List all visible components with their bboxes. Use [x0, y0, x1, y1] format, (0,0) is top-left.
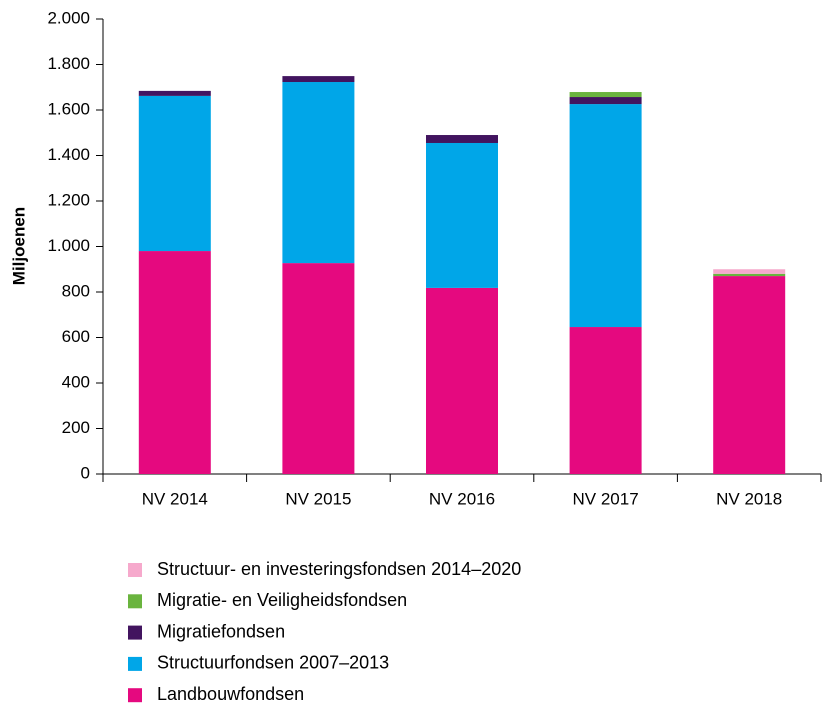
- bar-segment: [569, 92, 642, 98]
- bar-segment: [713, 276, 786, 474]
- bar-segment: [569, 104, 642, 328]
- legend-swatch: [128, 625, 142, 640]
- y-tick-label: 1.400: [47, 145, 90, 164]
- y-axis-title: Miljoenen: [9, 207, 28, 285]
- bar-segment: [569, 97, 642, 105]
- bar-segment: [426, 135, 498, 143]
- legend-label: Migratie- en Veiligheidsfondsen: [157, 590, 407, 610]
- legend-swatch: [128, 688, 142, 703]
- y-tick-label: 0: [81, 463, 90, 482]
- y-tick-label: 2.000: [47, 8, 90, 27]
- legend-swatch: [128, 594, 142, 609]
- bar-segment: [138, 90, 211, 96]
- bar-segment: [282, 82, 355, 264]
- x-tick-label: NV 2015: [285, 489, 351, 508]
- legend-label: Structuurfondsen 2007–2013: [157, 653, 389, 673]
- y-tick-label: 1.000: [47, 236, 90, 255]
- y-tick-label: 600: [62, 327, 90, 346]
- y-tick-label: 400: [62, 372, 90, 391]
- x-tick-label: NV 2016: [429, 489, 495, 508]
- y-tick-label: 200: [62, 418, 90, 437]
- bar-segment: [426, 142, 498, 288]
- x-tick-label: NV 2017: [573, 489, 639, 508]
- legend-swatch: [128, 563, 142, 577]
- legend-label: Migratiefondsen: [157, 621, 285, 641]
- x-tick-label: NV 2018: [716, 489, 782, 508]
- bar-segment: [569, 327, 642, 474]
- bar-segment: [138, 95, 211, 252]
- y-tick-label: 1.600: [47, 99, 90, 118]
- y-tick-label: 1.200: [47, 190, 90, 209]
- legend-label: Structuur- en investeringsfondsen 2014–2…: [157, 559, 521, 579]
- bar-segment: [282, 263, 355, 474]
- bar-segment: [713, 273, 786, 277]
- bar-segment: [426, 287, 498, 474]
- legend-swatch: [128, 656, 142, 671]
- bar-segment: [713, 269, 786, 274]
- bar-segment: [138, 251, 211, 474]
- y-tick-label: 800: [62, 281, 90, 300]
- legend-label: Landbouwfondsen: [157, 684, 304, 704]
- x-tick-label: NV 2014: [142, 489, 208, 508]
- y-tick-label: 1.800: [47, 54, 90, 73]
- bar-segment: [282, 76, 355, 83]
